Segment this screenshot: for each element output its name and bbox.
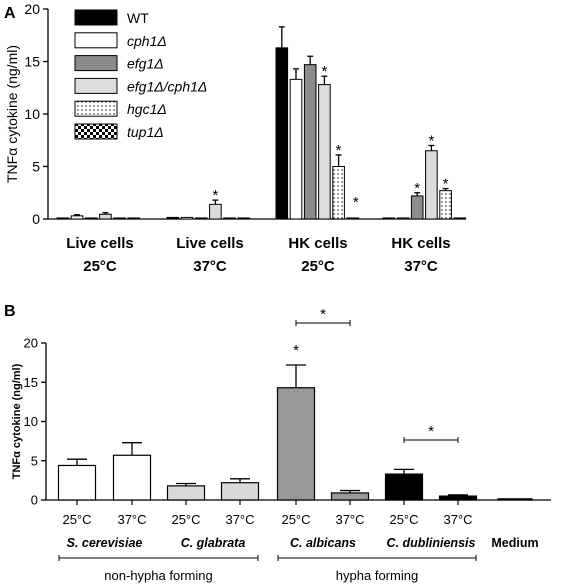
- bar-a: [453, 217, 467, 220]
- bar-a: [237, 217, 251, 220]
- bar-a: [127, 217, 141, 220]
- significance-star-b: *: [293, 342, 299, 359]
- bar-b: [166, 485, 206, 501]
- y-tick-label-b: 5: [31, 453, 38, 468]
- x-tick-label-b: 37°C: [335, 512, 364, 527]
- y-tick-label-a: 15: [24, 54, 40, 70]
- bar-a: [84, 217, 98, 220]
- bar-b: [112, 454, 152, 501]
- significance-star-a: *: [353, 194, 359, 211]
- y-tick-label-b: 0: [31, 493, 38, 508]
- legend-swatch-a: [74, 123, 118, 140]
- bar-a: [56, 217, 70, 220]
- bar-a: [396, 217, 410, 220]
- bar-b: [220, 482, 260, 501]
- y-tick-label-a: 5: [32, 159, 40, 175]
- y-tick-label-b: 20: [24, 336, 38, 351]
- legend-swatch-a: [74, 55, 118, 72]
- legend-label-a: efg1Δ/cph1Δ: [127, 78, 207, 94]
- species-label-b: S. cerevisiae: [67, 536, 143, 550]
- category-label-a: 37°C: [193, 258, 227, 275]
- bar-a: [332, 166, 345, 220]
- legend-label-a: efg1Δ: [127, 56, 164, 72]
- legend-swatch-a: [74, 100, 118, 117]
- legend-label-a: hgc1Δ: [127, 101, 167, 117]
- category-label-a: 37°C: [404, 258, 438, 275]
- legend-swatch-a: [74, 77, 118, 94]
- species-label-b: C. albicans: [290, 536, 356, 550]
- legend-label-a: tup1Δ: [127, 124, 164, 140]
- bar-b: [497, 498, 533, 501]
- y-tick-label-a: 20: [24, 1, 40, 17]
- bar-a: [166, 216, 180, 220]
- group-label-b: hypha forming: [336, 568, 418, 583]
- significance-star-a: *: [212, 187, 218, 204]
- bar-a: [303, 64, 317, 220]
- bar-a: [410, 195, 424, 220]
- y-tick-label-a: 10: [24, 106, 40, 122]
- legend-swatch-a: [74, 32, 118, 49]
- legend-label-a: cph1Δ: [127, 33, 167, 49]
- bar-a: [275, 47, 289, 220]
- panel-b-label: B: [4, 303, 16, 320]
- bar-a: [439, 190, 452, 220]
- significance-star-a: *: [321, 63, 327, 80]
- x-tick-label-b: 25°C: [62, 512, 91, 527]
- panel-a-label: A: [4, 5, 16, 22]
- x-tick-label-b: 37°C: [117, 512, 146, 527]
- x-tick-label-b: 37°C: [225, 512, 254, 527]
- x-tick-label-b: 25°C: [281, 512, 310, 527]
- bar-b: [384, 473, 424, 501]
- category-label-a: 25°C: [301, 258, 335, 275]
- x-tick-label-b: 25°C: [389, 512, 418, 527]
- significance-star-a: *: [428, 133, 434, 150]
- bar-a: [425, 150, 438, 220]
- bar-a: [346, 217, 360, 220]
- significance-bracket-star-b: *: [320, 306, 326, 323]
- bar-a: [318, 84, 331, 220]
- panel-a-chart: 0 5 10 15 20 TNFα cytokine (ng/ml) * * * * * * * Live…: [4, 1, 467, 275]
- bar-b: [276, 387, 316, 501]
- y-axis-label-a: TNFα cytokine (ng/ml): [4, 45, 20, 183]
- bar-a: [209, 203, 222, 220]
- legend-swatch-a: [74, 9, 118, 26]
- bar-a: [113, 217, 126, 220]
- bar-a: [289, 78, 303, 220]
- category-label-a: 25°C: [83, 258, 117, 275]
- group-label-b: non-hypha forming: [104, 568, 212, 583]
- legend-label-a: WT: [127, 10, 149, 26]
- bar-a: [382, 217, 396, 220]
- bar-a: [194, 217, 208, 220]
- medium-label-b: Medium: [491, 536, 538, 550]
- category-label-a: Live cells: [176, 235, 244, 252]
- bar-a: [70, 215, 84, 220]
- category-label-a: HK cells: [288, 235, 347, 252]
- species-label-b: C. glabrata: [181, 536, 246, 550]
- significance-star-a: *: [414, 180, 420, 197]
- bar-b: [330, 492, 370, 501]
- category-label-a: HK cells: [391, 235, 450, 252]
- y-tick-label-b: 15: [24, 375, 38, 390]
- category-label-a: Live cells: [66, 235, 134, 252]
- significance-star-a: *: [443, 176, 449, 193]
- y-axis-label-b: TNFα cytokine (ng/ml): [11, 363, 23, 479]
- species-label-b: C. dubliniensis: [387, 536, 476, 550]
- bar-a: [180, 216, 194, 220]
- bar-a: [99, 213, 112, 220]
- significance-bracket-star-b: *: [428, 423, 434, 440]
- significance-star-a: *: [336, 142, 342, 159]
- bar-b: [438, 495, 478, 501]
- x-tick-label-b: 25°C: [171, 512, 200, 527]
- bar-a: [223, 217, 236, 220]
- bar-b: [57, 464, 97, 501]
- y-tick-label-b: 10: [24, 414, 38, 429]
- x-tick-label-b: 37°C: [443, 512, 472, 527]
- y-tick-label-a: 0: [32, 211, 40, 227]
